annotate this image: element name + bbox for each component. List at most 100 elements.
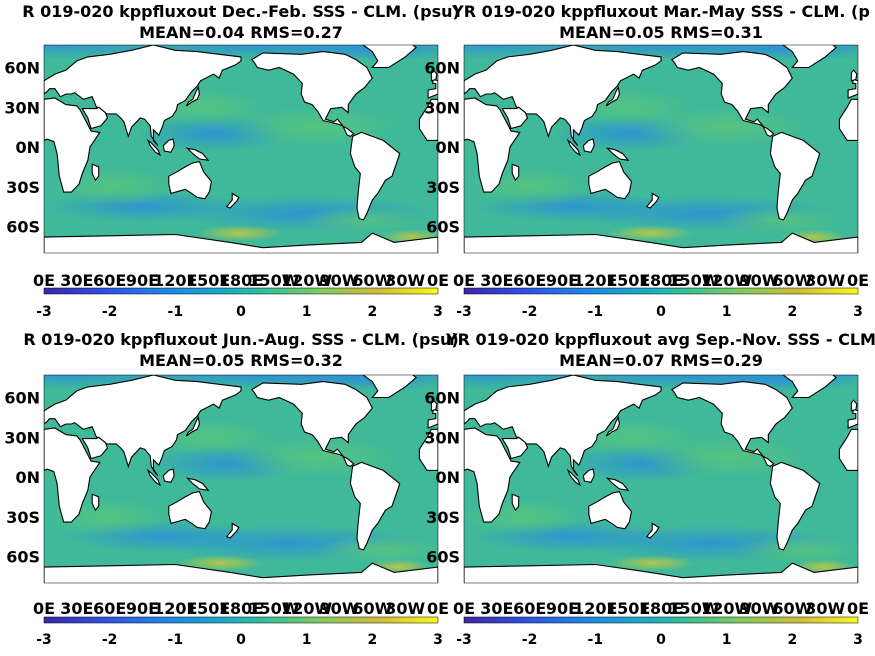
colorbar-tick-label: -3 xyxy=(456,632,472,648)
x-tick-label: 90E xyxy=(126,599,159,618)
africa-west-landmass xyxy=(418,98,438,141)
anomaly-region xyxy=(639,105,815,149)
greenland-landmass xyxy=(362,375,417,399)
x-tick-label: 90W xyxy=(740,599,780,618)
arabia-landmass xyxy=(501,436,529,460)
sumatra-landmass xyxy=(566,468,582,487)
panel-title: R 019-020 kppfluxout Dec.-Feb. SSS - CLM… xyxy=(22,2,460,21)
x-tick-label: 150E xyxy=(606,271,650,290)
eurasia-west-landmass xyxy=(847,78,858,99)
new-guinea-landmass xyxy=(605,147,630,162)
anomaly-region xyxy=(733,536,858,564)
new-zealand-landmass xyxy=(645,192,660,209)
x-tick-label: 150E xyxy=(186,599,230,618)
y-tick-label: 60S xyxy=(426,218,460,237)
colorbar-tick-label: 3 xyxy=(433,632,443,648)
australia-landmass xyxy=(168,160,212,200)
anomaly-region xyxy=(315,536,438,564)
south-america-landmass xyxy=(769,131,821,221)
map-frame xyxy=(43,374,439,584)
y-tick-label: 0N xyxy=(15,138,40,157)
x-tick-label: 60W xyxy=(772,271,812,290)
y-tick-label: 30N xyxy=(4,428,40,447)
x-tick-label: 90W xyxy=(320,599,360,618)
y-tick-label: 30N xyxy=(4,98,40,117)
colorbar-tick-label: -3 xyxy=(36,632,52,648)
new-zealand-landmass xyxy=(645,522,660,539)
north-america-landmass xyxy=(251,51,373,138)
south-america-landmass xyxy=(349,461,401,551)
colorbar-tick-label: 2 xyxy=(787,304,797,320)
y-tick-label: 30N xyxy=(424,98,460,117)
colorbar-tick-label: 2 xyxy=(787,632,797,648)
anomaly-region xyxy=(464,498,589,536)
borneo-landmass xyxy=(162,468,175,483)
land-layer xyxy=(464,375,858,583)
x-tick-label: 30E xyxy=(480,599,513,618)
land-layer xyxy=(44,375,438,583)
uk-landmass xyxy=(430,69,438,82)
colorbar-tick-label: 2 xyxy=(367,632,377,648)
uk-landmass xyxy=(850,399,858,412)
antarctica-landmass xyxy=(464,562,858,583)
y-tick-label: 60N xyxy=(4,59,40,78)
colorbar-tick-label: -2 xyxy=(522,304,538,320)
y-tick-label: 60S xyxy=(6,218,40,237)
japan-landmass xyxy=(605,85,620,107)
x-tick-label: 120W xyxy=(281,271,332,290)
anomaly-region xyxy=(606,225,694,242)
japan-landmass xyxy=(185,85,200,107)
arabia-landmass xyxy=(81,106,109,130)
madagascar-landmass xyxy=(91,163,100,182)
africa-west-landmass xyxy=(838,98,858,141)
x-tick-label: 120W xyxy=(701,271,752,290)
x-tick-label: 30W xyxy=(385,271,425,290)
australia-landmass xyxy=(588,160,633,200)
africa-landmass xyxy=(44,97,101,193)
x-tick-label: 90E xyxy=(126,271,159,290)
colorbar-tick-label: 3 xyxy=(433,304,443,320)
colorbar-tick-label: 2 xyxy=(367,304,377,320)
x-tick-label: 30E xyxy=(60,599,93,618)
africa-landmass xyxy=(44,427,101,523)
x-tick-label: 0E xyxy=(453,271,475,290)
colorbar xyxy=(43,616,439,624)
anomaly-texture xyxy=(464,45,858,246)
y-tick-label: 60S xyxy=(6,548,40,567)
uk-landmass xyxy=(850,69,858,82)
x-tick-label: 60W xyxy=(772,599,812,618)
colorbar-tick-label: -2 xyxy=(102,304,118,320)
south-america-landmass xyxy=(349,131,401,221)
eurasia-west-landmass xyxy=(427,78,438,99)
y-tick-label: 30S xyxy=(6,178,40,197)
eurasia-east-landmass xyxy=(44,375,242,477)
uk-landmass xyxy=(430,399,438,412)
x-tick-label: 30W xyxy=(805,599,845,618)
panel-title: R 019-020 kppfluxout Jun.-Aug. SSS - CLM… xyxy=(23,330,458,349)
x-tick-label: 150E xyxy=(186,271,230,290)
north-america-landmass xyxy=(251,381,373,468)
greenland-landmass xyxy=(782,375,837,399)
arabia-landmass xyxy=(501,106,529,130)
x-tick-label: 90E xyxy=(546,599,579,618)
antarctica-landmass xyxy=(44,562,438,583)
land-layer xyxy=(464,45,858,253)
colorbar-tick-label: 1 xyxy=(722,632,732,648)
africa-landmass xyxy=(464,97,521,193)
japan-landmass xyxy=(605,415,620,437)
colorbar-tick-label: -1 xyxy=(588,304,604,320)
y-tick-label: 0N xyxy=(435,138,460,157)
antarctica-landmass xyxy=(44,232,438,253)
x-tick-label: 120W xyxy=(281,599,332,618)
x-tick-label: 180E xyxy=(219,271,263,290)
colorbar-tick-label: 1 xyxy=(302,632,312,648)
x-tick-label: 150W xyxy=(248,599,299,618)
africa-landmass xyxy=(464,427,521,523)
south-america-landmass xyxy=(769,461,821,551)
x-tick-label: 60E xyxy=(513,271,546,290)
x-tick-label: 90W xyxy=(740,271,780,290)
x-tick-label: 150W xyxy=(248,271,299,290)
y-tick-label: 30N xyxy=(424,428,460,447)
x-tick-label: 90E xyxy=(546,271,579,290)
